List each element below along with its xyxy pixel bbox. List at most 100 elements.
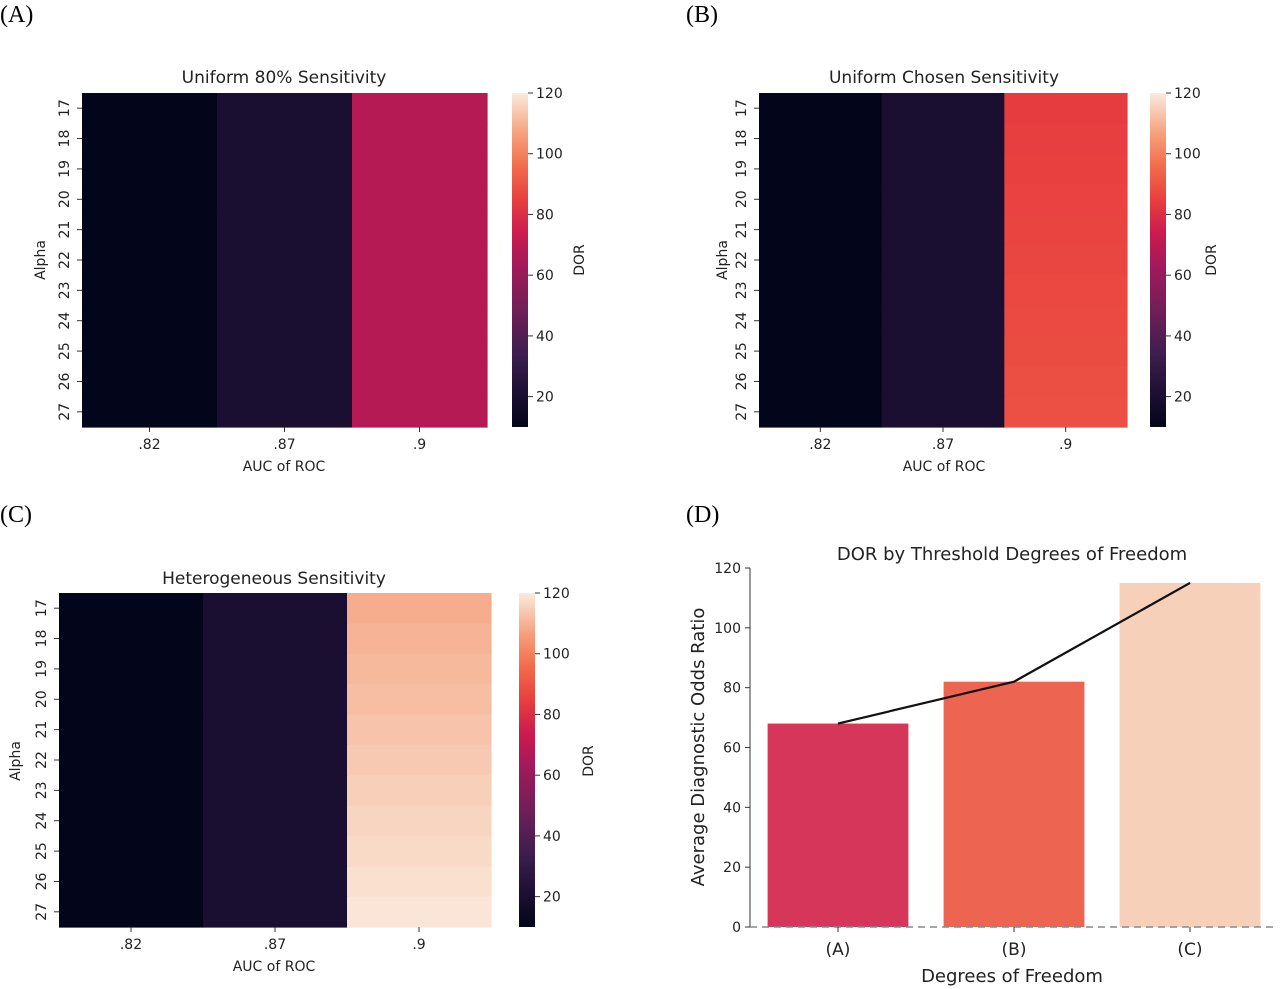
bar-x-ticks: (A) (B) (C) [826,927,1203,960]
y-tick-label: 25 [34,842,50,860]
x-tick-label: .82 [138,437,160,453]
x-axis-label: AUC of ROC [243,459,326,475]
y-tick-label: 21 [734,221,750,239]
heatmap-cell [217,214,353,246]
colorbar-tick-label: 80 [543,707,561,723]
y-tick-label: 40 [723,800,741,816]
heatmap-cell [203,623,348,655]
y-tick-label: 100 [714,621,741,637]
heatmap-cell [82,244,218,276]
heatmap-cell [881,305,1005,337]
y-tick-label: 17 [734,99,750,117]
heatmap-cell [352,184,488,216]
colorbar-tick-label: 20 [1174,390,1192,406]
heatmap-cell [1004,184,1128,216]
heatmap-cell [82,214,218,246]
heatmap-cell [352,153,488,185]
colorbar-tick-label: 80 [536,207,554,223]
heatmap-cell [203,805,348,837]
bar-y-ticks: 0 20 40 60 80 100 120 [714,561,750,936]
heatmap-cell [759,153,883,185]
heatmap-cell [59,684,204,716]
heatmap-cell [347,896,492,928]
heatmap-cell [203,714,348,746]
colorbar-gradient [512,93,528,427]
heatmap-cell [881,184,1005,216]
heatmap-cell [352,366,488,398]
heatmap-cells [82,93,488,428]
heatmap-cell [59,866,204,898]
heatmap-cell [59,593,204,624]
heatmap-cell [881,366,1005,398]
colorbar-tick-label: 120 [1174,86,1201,102]
colorbar-tick-label: 120 [543,586,570,602]
y-tick-label: 23 [734,281,750,299]
panel-d: (D) DOR by Threshold Degrees of Freedom … [686,502,1278,987]
y-tick-label: 27 [57,403,73,421]
heatmap-cell [347,775,492,807]
heatmap-cell [352,305,488,337]
x-tick-label: .82 [809,437,831,453]
heatmap-cell [352,244,488,276]
x-tick-label: (C) [1177,940,1202,960]
y-tick-label: 20 [57,190,73,208]
y-tick-label: 21 [34,721,50,739]
colorbar-tick-label: 100 [536,147,563,163]
y-tick-label: 21 [57,221,73,239]
heatmap-cell [82,396,218,428]
heatmap-cell [1004,275,1128,307]
heatmap-cell [82,93,218,124]
x-axis-label: AUC of ROC [233,959,316,975]
colorbar-tick-label: 40 [543,829,561,845]
panel-b: (B) Uniform Chosen Sensitivity 171819202… [686,2,1220,475]
heatmap-cell [347,593,492,624]
heatmap-cell [1004,123,1128,155]
heatmap-cell [82,153,218,185]
heatmap-cell [59,744,204,776]
y-tick-label: 19 [734,160,750,178]
heatmap-cell [217,123,353,155]
heatmap-cell [881,275,1005,307]
y-ticks: 17 18 19 20 21 22 23 24 25 26 27 [734,99,759,421]
y-tick-label: 25 [57,342,73,360]
colorbar: 20 40 60 80 100 120 [1150,86,1201,427]
colorbar-tick-label: 80 [1174,207,1192,223]
heatmap-cells [759,93,1128,428]
y-tick-label: 26 [734,372,750,390]
colorbar-tick-label: 20 [543,890,561,906]
x-tick-label: .9 [413,437,426,453]
heatmap-cell [59,653,204,685]
heatmap-cell [1004,335,1128,367]
y-tick-label: 20 [34,690,50,708]
y-tick-label: 18 [734,130,750,148]
heatmap-cell [82,335,218,367]
heatmap-cell [759,244,883,276]
y-tick-label: 25 [734,342,750,360]
y-tick-label: 120 [714,561,741,577]
heatmap-title: Uniform Chosen Sensitivity [829,68,1059,88]
heatmap-cell [217,244,353,276]
heatmap-cell [82,184,218,216]
heatmap-cell [203,835,348,867]
colorbar-label: DOR [572,244,588,276]
colorbar: 20 40 60 80 100 120 [512,86,563,427]
heatmap-cell [59,805,204,837]
heatmap-cell [59,623,204,655]
heatmap-cell [347,866,492,898]
panel-letter: (A) [0,2,33,28]
heatmap-cell [217,305,353,337]
heatmap-cell [217,93,353,124]
panel-letter: (D) [686,502,719,528]
heatmap-cell [1004,244,1128,276]
colorbar: 20 40 60 80 100 120 [519,586,570,927]
y-tick-label: 0 [732,920,741,936]
colorbar-tick-label: 60 [536,268,554,284]
x-ticks: .82 .87 .9 [120,927,426,953]
heatmap-cell [1004,305,1128,337]
y-tick-label: 18 [34,630,50,648]
heatmap-cell [217,335,353,367]
heatmap-cell [1004,366,1128,398]
colorbar-tick-label: 100 [1174,147,1201,163]
colorbar-tick-label: 60 [1174,268,1192,284]
y-axis-label: Alpha [33,240,49,280]
